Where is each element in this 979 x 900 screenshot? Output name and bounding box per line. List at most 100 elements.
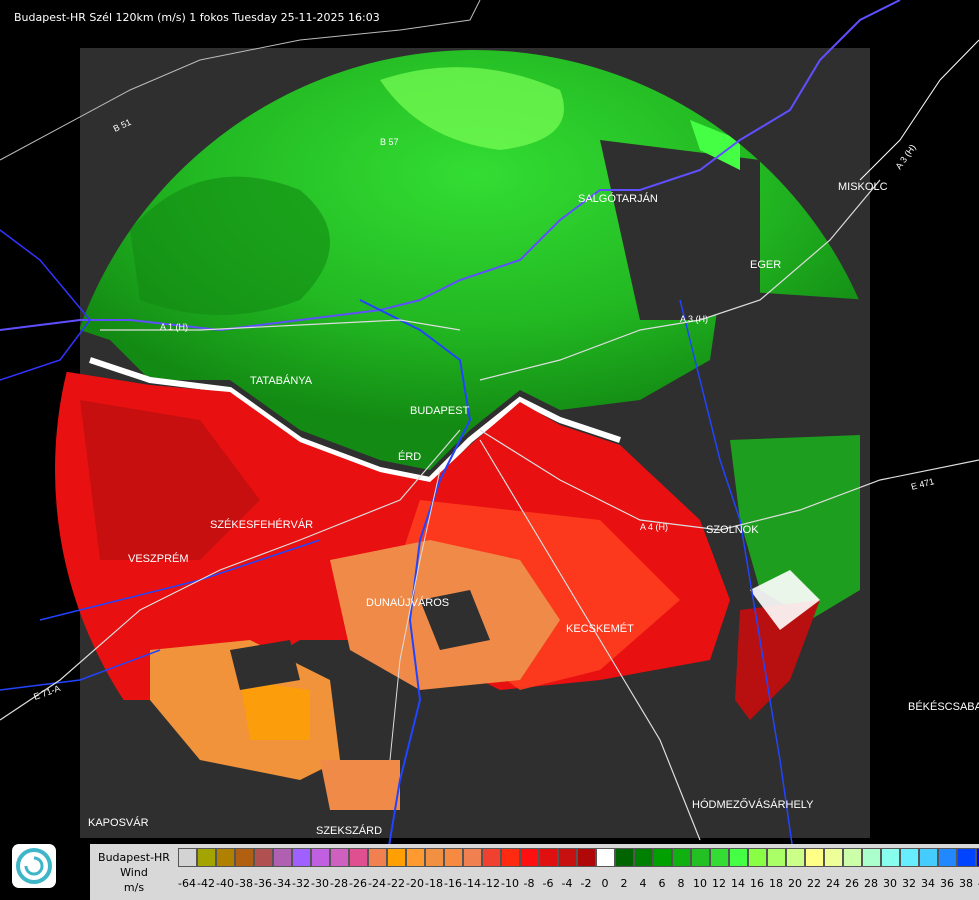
radar-echoes [55, 50, 870, 830]
legend-tick-label: 12 [712, 877, 726, 890]
legend-swatch [862, 848, 881, 867]
legend-tick-label: 26 [845, 877, 859, 890]
danube-river [359, 299, 472, 900]
legend-tick-label: 28 [864, 877, 878, 890]
city-label-kecskemet: KECSKEMÉT [566, 622, 634, 635]
legend-tick-label: 24 [826, 877, 840, 890]
legend-swatch [444, 848, 463, 867]
no-echo-south [420, 690, 620, 830]
orange-echo-south [320, 760, 400, 810]
legend-swatch [178, 848, 197, 867]
zero-velocity-line [89, 357, 621, 484]
road-label-a3-north: A 3 (H) [893, 142, 917, 171]
legend-swatch [558, 848, 577, 867]
legend-tick-label: -4 [561, 877, 573, 890]
city-label-szolnok: SZOLNOK [706, 524, 759, 536]
legend-tick-label: -24 [368, 877, 386, 890]
green-echo-northeast [690, 120, 740, 170]
legend-swatch [254, 848, 273, 867]
legend-tick-label: 34 [921, 877, 935, 890]
wind-legend: Budapest-HR Wind m/s -64 -42 -40 -38 -36 -34-… [90, 844, 979, 900]
road-m6 [389, 469, 441, 761]
legend-tick-label: -10 [501, 877, 519, 890]
legend-tick-label: -14 [463, 877, 481, 890]
legend-swatch [539, 848, 558, 867]
legend-swatch [881, 848, 900, 867]
legend-swatch [273, 848, 292, 867]
legend-tick-label: 8 [677, 877, 685, 890]
legend-swatch [501, 848, 520, 867]
legend-swatch [349, 848, 368, 867]
legend-swatch [311, 848, 330, 867]
legend-swatch [387, 848, 406, 867]
amber-patch [240, 680, 310, 740]
legend-tick-label: 18 [769, 877, 783, 890]
city-label-miskolc: MISKOLC [838, 181, 888, 193]
city-labels: SALGÓTARJÁN MISKOLC EGER TATABÁNYA BUDAP… [88, 181, 979, 837]
city-label-bekescsaba: BÉKÉSCSABA [908, 700, 979, 713]
city-label-szekszard: SZEKSZÁRD [316, 824, 382, 837]
legend-swatch [938, 848, 957, 867]
legend-swatch [482, 848, 501, 867]
legend-tick-label: 20 [788, 877, 802, 890]
legend-title: Budapest-HR Wind m/s [90, 844, 178, 900]
legend-swatch [672, 848, 691, 867]
legend-swatch [710, 848, 729, 867]
legend-swatch [786, 848, 805, 867]
city-label-dunaujvaros: DUNAÚJVÁROS [366, 596, 449, 609]
city-label-hodmezovasarhely: HÓDMEZŐVÁSÁRHELY [692, 797, 814, 811]
road-b51 [0, 0, 481, 161]
legend-tick-label: -64 [178, 877, 196, 890]
city-label-szekesfehervar: SZÉKESFEHÉRVÁR [210, 518, 313, 531]
white-echo-east [750, 570, 820, 630]
legend-tick-label: -8 [523, 877, 535, 890]
legend-tick-label: 6 [658, 877, 666, 890]
legend-swatch [216, 848, 235, 867]
legend-tick-label: -28 [330, 877, 348, 890]
legend-tick-label: 32 [902, 877, 916, 890]
city-label-eger: EGER [750, 259, 781, 271]
legend-tick-label: -26 [349, 877, 367, 890]
legend-swatch [957, 848, 976, 867]
no-echo-east [600, 140, 760, 320]
city-label-veszprem: VESZPRÉM [128, 552, 189, 565]
legend-tick-label: -32 [292, 877, 310, 890]
legend-swatch [235, 848, 254, 867]
met-service-logo [12, 844, 56, 888]
city-label-kaposvar: KAPOSVÁR [88, 816, 149, 829]
city-label-tatabanya: TATABÁNYA [250, 374, 313, 387]
legend-tick-label: -6 [542, 877, 554, 890]
legend-tick-label: -40 [216, 877, 234, 890]
road-northeast [859, 39, 979, 181]
legend-tick-label: 14 [731, 877, 745, 890]
legend-swatch [425, 848, 444, 867]
legend-tick-label: -18 [425, 877, 443, 890]
legend-swatch [653, 848, 672, 867]
legend-title-product: Wind [120, 866, 148, 879]
dark-red-patch [80, 400, 260, 560]
red-echo-east [735, 600, 820, 720]
green-echo-east [730, 435, 860, 620]
road-label-a4: A 4 (H) [640, 522, 668, 532]
road-m5 [479, 439, 701, 841]
legend-tick-label: -16 [444, 877, 462, 890]
legend-tick-label: 0 [601, 877, 609, 890]
legend-swatch [330, 848, 349, 867]
road-label-e471: E 471 [910, 476, 935, 492]
legend-swatches [178, 848, 979, 868]
city-label-salgotarjan: SALGÓTARJÁN [578, 192, 658, 205]
legend-tick-label: 38 [959, 877, 973, 890]
legend-title-radar: Budapest-HR [98, 851, 170, 864]
legend-swatch [634, 848, 653, 867]
road-label-b57: B 57 [380, 137, 399, 147]
legend-swatch [767, 848, 786, 867]
legend-swatch [368, 848, 387, 867]
country-border [0, 0, 901, 332]
legend-swatch [729, 848, 748, 867]
legend-title-unit: m/s [123, 881, 145, 894]
legend-tick-label: -22 [387, 877, 405, 890]
legend-swatch [615, 848, 634, 867]
legend-tick-label: -38 [235, 877, 253, 890]
legend-tick-label: -12 [482, 877, 500, 890]
